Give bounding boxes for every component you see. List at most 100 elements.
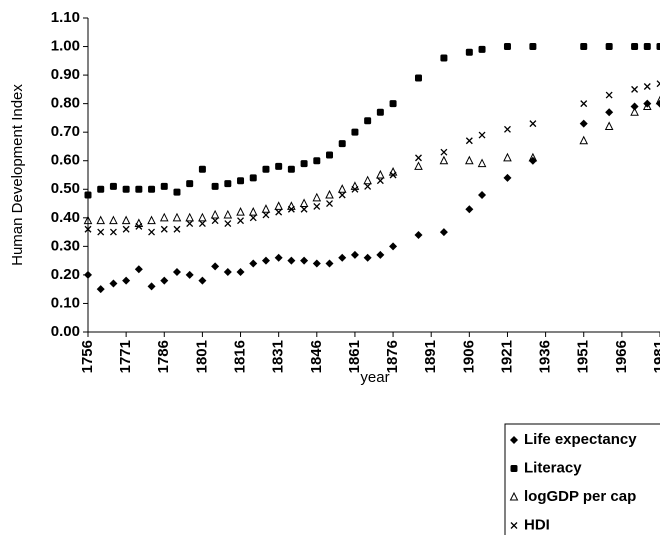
- marker: [389, 171, 397, 179]
- x-tick-label: 1801: [193, 340, 210, 373]
- y-tick-label: 1.10: [51, 9, 80, 26]
- marker: [185, 212, 194, 222]
- marker: [655, 95, 660, 105]
- marker: [465, 137, 473, 145]
- marker: [389, 242, 398, 251]
- marker: [84, 191, 92, 199]
- x-tick-label: 1771: [117, 340, 134, 373]
- marker: [223, 268, 232, 277]
- marker: [300, 256, 309, 265]
- x-tick-label: 1906: [460, 340, 477, 373]
- marker: [439, 155, 449, 165]
- x-tick-label: 1921: [498, 340, 515, 373]
- marker: [109, 182, 117, 190]
- y-tick-label: 0.50: [51, 180, 80, 197]
- marker: [376, 108, 384, 116]
- x-tick-label: 1951: [575, 340, 592, 373]
- marker: [313, 157, 321, 165]
- marker: [529, 43, 537, 51]
- marker: [529, 120, 537, 128]
- marker: [351, 128, 359, 136]
- marker: [326, 200, 333, 208]
- marker: [604, 121, 614, 130]
- marker: [439, 228, 448, 237]
- legend-marker: [510, 522, 518, 529]
- marker: [338, 140, 346, 148]
- marker: [186, 180, 194, 188]
- marker: [275, 162, 283, 170]
- marker: [605, 91, 613, 99]
- marker: [503, 152, 512, 162]
- marker: [465, 205, 474, 214]
- marker: [478, 131, 486, 139]
- marker: [109, 215, 118, 225]
- marker: [605, 43, 613, 51]
- marker: [198, 165, 206, 173]
- marker: [376, 250, 385, 259]
- marker: [364, 182, 372, 190]
- marker: [351, 185, 359, 193]
- marker: [287, 165, 295, 173]
- x-tick-label: 1876: [384, 340, 401, 373]
- marker: [364, 117, 372, 125]
- x-tick-label: 1831: [270, 340, 287, 373]
- marker: [135, 222, 143, 230]
- y-tick-label: 0.80: [51, 95, 80, 112]
- marker: [275, 208, 283, 216]
- marker: [643, 43, 651, 51]
- marker: [503, 173, 512, 182]
- marker: [97, 228, 105, 236]
- marker: [237, 177, 245, 185]
- marker: [312, 259, 321, 268]
- y-tick-label: 0.00: [51, 323, 80, 340]
- marker: [656, 80, 660, 88]
- marker: [211, 262, 220, 271]
- y-tick-label: 0.10: [51, 294, 80, 311]
- x-tick-label: 1936: [537, 340, 554, 373]
- legend-marker: [510, 436, 518, 444]
- marker: [198, 212, 207, 222]
- legend-marker: [510, 465, 518, 472]
- marker: [630, 107, 639, 116]
- marker: [478, 190, 487, 199]
- marker: [198, 276, 207, 285]
- marker: [287, 205, 295, 213]
- marker: [338, 253, 347, 262]
- marker: [631, 85, 639, 93]
- marker: [109, 228, 117, 236]
- y-tick-label: 1.00: [51, 38, 80, 55]
- marker: [237, 217, 244, 225]
- marker: [376, 169, 385, 179]
- x-axis-title: year: [360, 369, 389, 386]
- legend-label: logGDP per cap: [524, 488, 636, 505]
- marker: [389, 100, 397, 108]
- marker: [656, 43, 660, 51]
- marker: [414, 161, 423, 170]
- marker: [643, 83, 651, 90]
- marker: [185, 270, 194, 279]
- marker: [440, 54, 448, 62]
- marker: [224, 180, 232, 188]
- marker: [96, 215, 106, 225]
- marker: [440, 148, 448, 156]
- x-tick-label: 1846: [308, 340, 325, 373]
- marker: [363, 253, 372, 262]
- legend-label: Life expectancy: [524, 431, 637, 448]
- marker: [465, 48, 473, 56]
- marker: [96, 285, 105, 294]
- marker: [122, 225, 130, 233]
- marker: [261, 256, 270, 265]
- y-axis-title: Human Development Index: [9, 84, 26, 266]
- marker: [477, 158, 487, 168]
- marker: [84, 225, 92, 233]
- x-tick-label: 1816: [232, 340, 249, 373]
- marker: [363, 175, 372, 185]
- marker: [172, 268, 181, 277]
- marker: [642, 101, 652, 110]
- marker: [415, 154, 422, 162]
- marker: [326, 151, 334, 159]
- marker: [160, 225, 168, 233]
- marker: [109, 279, 118, 288]
- marker: [249, 259, 258, 268]
